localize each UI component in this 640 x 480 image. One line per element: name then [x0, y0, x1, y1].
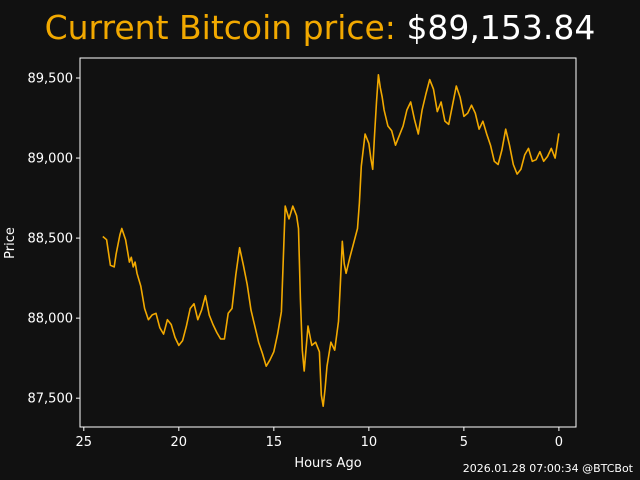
- plot-area: [79, 57, 577, 428]
- x-tick-label: 20: [171, 435, 188, 450]
- y-tick-label: 88,000: [28, 312, 74, 327]
- y-axis-label: Price: [3, 227, 18, 259]
- title-label: Current Bitcoin price:: [44, 8, 396, 47]
- y-tick-label: 87,500: [28, 392, 74, 407]
- x-axis: 25 20 15 10 5 0: [76, 427, 563, 450]
- timestamp-footer: 2026.01.28 07:00:34 @BTCBot: [462, 462, 633, 475]
- y-tick-label: 89,500: [28, 72, 74, 87]
- x-axis-label: Hours Ago: [294, 456, 361, 471]
- x-tick-label: 10: [361, 435, 378, 450]
- current-price: $89,153.84: [406, 8, 596, 47]
- x-tick-label: 25: [76, 435, 93, 450]
- x-tick-label: 5: [460, 435, 468, 450]
- x-tick-label: 15: [266, 435, 283, 450]
- y-tick-label: 88,500: [28, 232, 74, 247]
- y-tick-label: 89,000: [28, 152, 74, 167]
- price-series-line: [102, 74, 560, 407]
- chart-title: Current Bitcoin price: $89,153.84: [0, 4, 640, 52]
- y-axis: 87,500 88,000 88,500 89,000 89,500: [28, 72, 80, 407]
- x-tick-label: 0: [555, 435, 563, 450]
